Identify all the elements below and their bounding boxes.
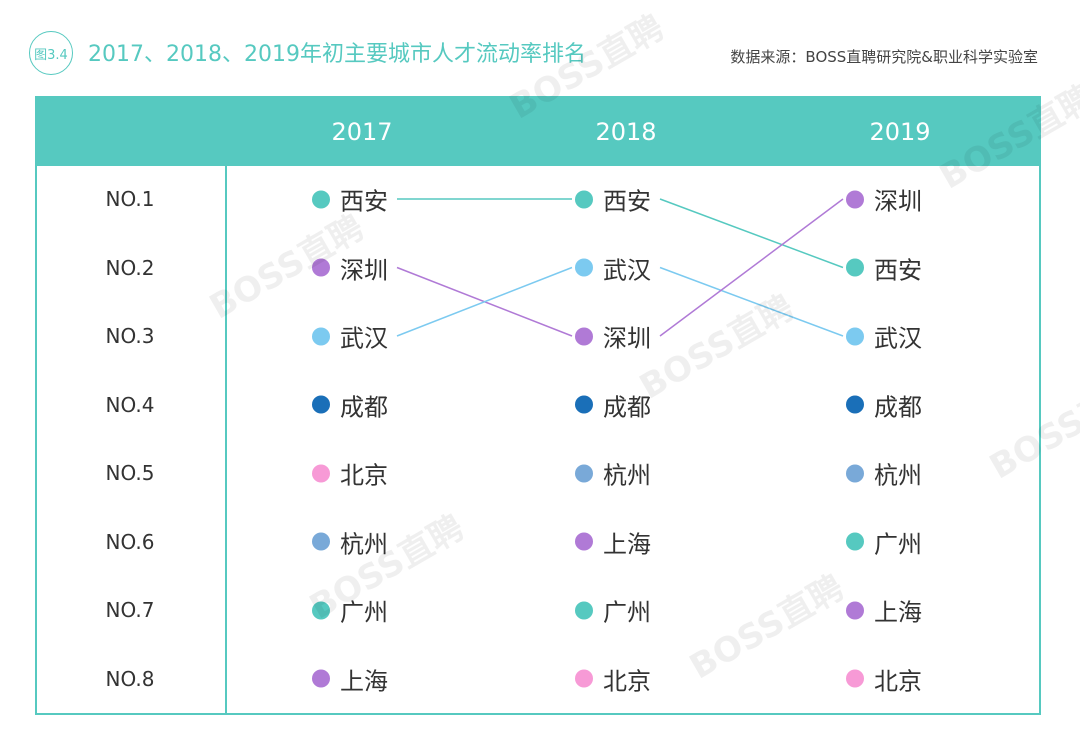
city-dot — [575, 190, 593, 208]
city-marker-2019-rank-2: 西安 — [846, 250, 922, 285]
city-name: 西安 — [603, 187, 651, 216]
city-dot — [846, 395, 864, 414]
city-dot — [575, 395, 593, 414]
city-name: 深圳 — [603, 324, 651, 353]
city-marker-2018-rank-3: 深圳 — [575, 319, 651, 354]
city-dot — [846, 190, 864, 208]
city-dot — [312, 601, 330, 619]
city-name: 上海 — [340, 667, 388, 695]
city-marker-2019-rank-5: 杭州 — [846, 456, 922, 491]
city-dot — [846, 669, 864, 688]
city-dot — [575, 669, 593, 688]
connector-line-西安-2018-2019 — [659, 198, 844, 269]
rank-label-4: NO.4 — [105, 393, 155, 417]
city-name: 成都 — [340, 393, 388, 421]
city-name: 北京 — [603, 667, 651, 695]
rank-column-divider — [225, 166, 227, 715]
connector-line-武汉-2018-2019 — [659, 266, 844, 337]
city-name: 上海 — [603, 530, 651, 558]
city-dot — [312, 464, 330, 482]
rank-label-8: NO.8 — [105, 667, 155, 691]
city-marker-2019-rank-7: 上海 — [846, 593, 922, 628]
city-marker-2017-rank-8: 上海 — [312, 661, 388, 696]
city-marker-2018-rank-8: 北京 — [575, 661, 651, 696]
city-dot — [312, 190, 330, 208]
city-dot — [312, 395, 330, 414]
city-name: 西安 — [874, 256, 922, 284]
city-name: 武汉 — [603, 256, 651, 284]
city-marker-2018-rank-6: 上海 — [575, 524, 651, 559]
rank-label-3: NO.3 — [105, 324, 155, 348]
city-marker-2019-rank-3: 武汉 — [846, 319, 922, 354]
city-marker-2019-rank-1: 深圳 — [846, 182, 922, 217]
connector-line-武汉-2017-2018 — [396, 266, 573, 337]
year-header-2017: 2017 — [331, 118, 393, 146]
city-dot — [312, 532, 330, 551]
city-dot — [575, 601, 593, 619]
city-dot — [846, 464, 864, 482]
city-name: 深圳 — [340, 256, 388, 284]
city-name: 杭州 — [874, 461, 922, 490]
city-name: 西安 — [340, 187, 388, 216]
city-marker-2018-rank-7: 广州 — [575, 593, 651, 628]
city-name: 武汉 — [340, 324, 388, 353]
city-marker-2018-rank-5: 杭州 — [575, 456, 651, 491]
city-marker-2017-rank-3: 武汉 — [312, 319, 388, 354]
source-note: 数据来源：BOSS直聘研究院&职业科学实验室 — [730, 48, 1038, 66]
city-marker-2017-rank-7: 广州 — [312, 593, 388, 628]
city-dot — [575, 327, 593, 345]
city-dot — [846, 327, 864, 345]
figure-badge: 图3.4 — [29, 31, 73, 75]
city-name: 北京 — [874, 667, 922, 695]
city-marker-2019-rank-8: 北京 — [846, 661, 922, 696]
city-name: 成都 — [874, 393, 922, 421]
city-marker-2017-rank-5: 北京 — [312, 456, 388, 491]
rank-label-5: NO.5 — [105, 461, 155, 485]
city-dot — [312, 327, 330, 345]
city-name: 广州 — [874, 530, 922, 558]
year-header-2018: 2018 — [595, 118, 657, 146]
city-marker-2019-rank-4: 成都 — [846, 387, 922, 422]
rank-label-6: NO.6 — [105, 530, 155, 554]
city-dot — [846, 258, 864, 277]
rank-label-1: NO.1 — [105, 187, 155, 211]
city-dot — [575, 258, 593, 277]
city-name: 杭州 — [603, 461, 651, 490]
city-name: 杭州 — [340, 530, 388, 558]
year-header-2019: 2019 — [869, 118, 931, 146]
city-name: 广州 — [603, 598, 651, 627]
city-name: 北京 — [340, 461, 388, 490]
rank-label-7: NO.7 — [105, 598, 155, 622]
city-marker-2018-rank-4: 成都 — [575, 387, 651, 422]
city-marker-2018-rank-2: 武汉 — [575, 250, 651, 285]
city-dot — [575, 532, 593, 551]
rank-label-2: NO.2 — [105, 256, 155, 280]
city-marker-2017-rank-1: 西安 — [312, 182, 388, 217]
city-dot — [846, 601, 864, 619]
city-dot — [846, 532, 864, 551]
table-header-band — [35, 96, 1041, 166]
city-name: 上海 — [874, 598, 922, 627]
table-frame — [35, 96, 1041, 715]
connector-line-深圳-2018-2019 — [659, 198, 844, 337]
city-dot — [575, 464, 593, 482]
city-name: 武汉 — [874, 324, 922, 353]
city-name: 广州 — [340, 598, 388, 627]
city-marker-2018-rank-1: 西安 — [575, 182, 651, 217]
city-dot — [312, 669, 330, 688]
city-marker-2017-rank-2: 深圳 — [312, 250, 388, 285]
chart-title: 2017、2018、2019年初主要城市人才流动率排名 — [88, 42, 586, 67]
city-name: 成都 — [603, 393, 651, 421]
city-marker-2017-rank-4: 成都 — [312, 387, 388, 422]
city-marker-2019-rank-6: 广州 — [846, 524, 922, 559]
city-marker-2017-rank-6: 杭州 — [312, 524, 388, 559]
city-dot — [312, 258, 330, 277]
city-name: 深圳 — [874, 187, 922, 216]
